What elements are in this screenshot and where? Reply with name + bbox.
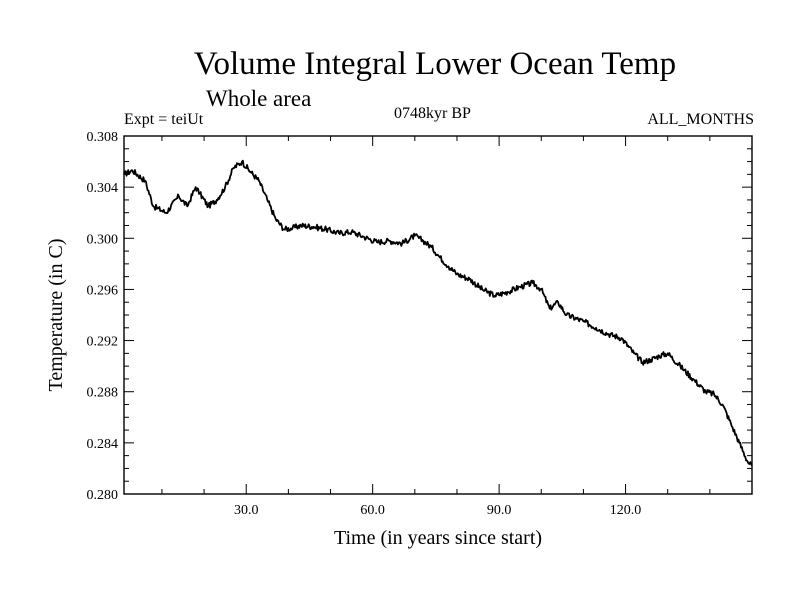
y-tick-label: 0.280 [87, 488, 119, 503]
y-tick-label: 0.292 [87, 335, 119, 350]
axis-ticks [124, 135, 752, 495]
x-axis-tick-labels: 30.0 60.0 90.0 120.0 [234, 503, 641, 518]
chart-subtitle: Whole area [206, 86, 312, 111]
plot-frame [123, 135, 753, 495]
y-tick-label: 0.284 [87, 437, 119, 452]
x-tick-label: 120.0 [610, 503, 642, 518]
chart-title: Volume Integral Lower Ocean Temp [193, 46, 677, 82]
y-tick-label: 0.304 [87, 181, 119, 196]
x-axis-label: Time (in years since start) [334, 527, 542, 549]
period-label: 0748kyr BP [394, 105, 471, 122]
x-tick-label: 60.0 [360, 503, 385, 518]
y-axis-label: Temperature (in C) [45, 239, 67, 392]
x-tick-label: 30.0 [234, 503, 259, 518]
y-tick-label: 0.296 [87, 283, 119, 298]
series-line-temperature [123, 159, 753, 467]
months-label: ALL_MONTHS [647, 111, 754, 128]
y-tick-label: 0.300 [87, 232, 119, 247]
experiment-label: Expt = teiUt [124, 111, 204, 128]
x-tick-label: 90.0 [487, 503, 512, 518]
y-tick-label: 0.288 [87, 386, 119, 401]
y-axis-tick-labels: 0.280 0.284 0.288 0.292 0.296 0.300 0.304 0.308 [87, 130, 119, 503]
y-tick-label: 0.308 [87, 130, 119, 145]
